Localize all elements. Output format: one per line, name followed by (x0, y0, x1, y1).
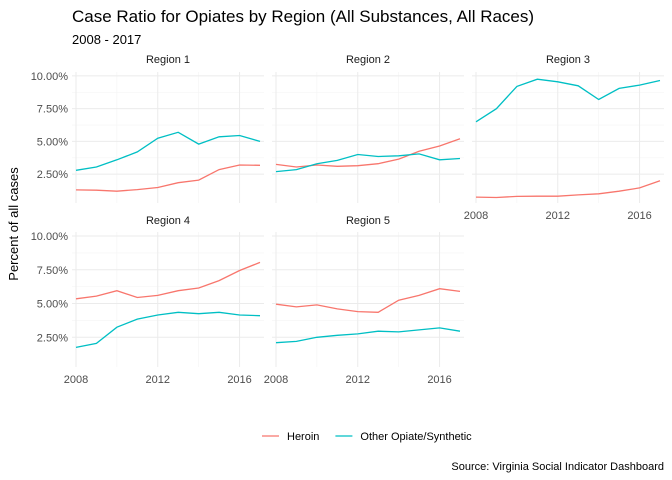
panel-region-4: Region 4 2.50% 5.00% 7.50% 10.00% 2008 2012 201… (31, 215, 264, 386)
x-tick-label: 2008 (264, 374, 288, 386)
x-tick-label: 2012 (346, 374, 370, 386)
series-line-heroin (475, 180, 661, 199)
x-tick-label: 2012 (146, 374, 170, 386)
x-tick-label: 2016 (627, 210, 651, 222)
panel-region-5: Region 5 2008 2012 2016 (264, 215, 464, 386)
chart-caption: Source: Virginia Social Indicator Dashbo… (451, 461, 664, 473)
x-tick-label: 2016 (427, 374, 451, 386)
series-line-other-opiate-synthetic (475, 78, 661, 123)
y-tick-label: 10.00% (31, 231, 69, 243)
y-tick-label: 10.00% (31, 71, 69, 83)
y-axis-label: Percent of all cases (6, 167, 21, 281)
series-line-heroin (75, 164, 261, 192)
panel-strip-label: Region 2 (346, 54, 390, 66)
chart-title: Case Ratio for Opiates by Region (All Su… (72, 7, 534, 26)
panel-strip-label: Region 4 (146, 215, 190, 227)
y-tick-label: 2.50% (37, 332, 68, 344)
series-line-heroin (75, 261, 261, 300)
chart-subtitle: 2008 - 2017 (72, 32, 141, 47)
legend-label: Heroin (287, 431, 319, 443)
panel-region-1: Region 1 2.50% 5.00% 7.50% 10.00% (31, 54, 264, 203)
series-line-other-opiate-synthetic (75, 311, 261, 349)
series-line-other-opiate-synthetic (75, 131, 261, 171)
x-tick-label: 2016 (227, 374, 251, 386)
legend-label: Other Opiate/Synthetic (360, 431, 472, 443)
y-tick-label: 2.50% (37, 169, 68, 181)
x-tick-label: 2008 (64, 374, 88, 386)
series-line-other-opiate-synthetic (275, 327, 461, 344)
y-tick-label: 5.00% (37, 136, 68, 148)
panel-region-3: Region 3 2008 2012 2016 (464, 54, 664, 222)
panel-strip-label: Region 1 (146, 54, 190, 66)
y-tick-label: 7.50% (37, 265, 68, 277)
series-line-heroin (275, 288, 461, 313)
legend: Heroin Other Opiate/Synthetic (262, 431, 472, 443)
panel-strip-label: Region 3 (546, 54, 590, 66)
x-tick-label: 2012 (546, 210, 570, 222)
y-tick-label: 7.50% (37, 104, 68, 116)
series-line-other-opiate-synthetic (275, 153, 461, 173)
legend-item: Other Opiate/Synthetic (335, 431, 472, 443)
x-tick-label: 2008 (464, 210, 488, 222)
facet-panels: Region 1 2.50% 5.00% 7.50% 10.00% Region 2 Reg… (31, 54, 664, 386)
panel-region-2: Region 2 (272, 54, 464, 203)
panel-strip-label: Region 5 (346, 215, 390, 227)
series-line-heroin (275, 138, 461, 168)
legend-item: Heroin (262, 431, 319, 443)
y-tick-label: 5.00% (37, 299, 68, 311)
